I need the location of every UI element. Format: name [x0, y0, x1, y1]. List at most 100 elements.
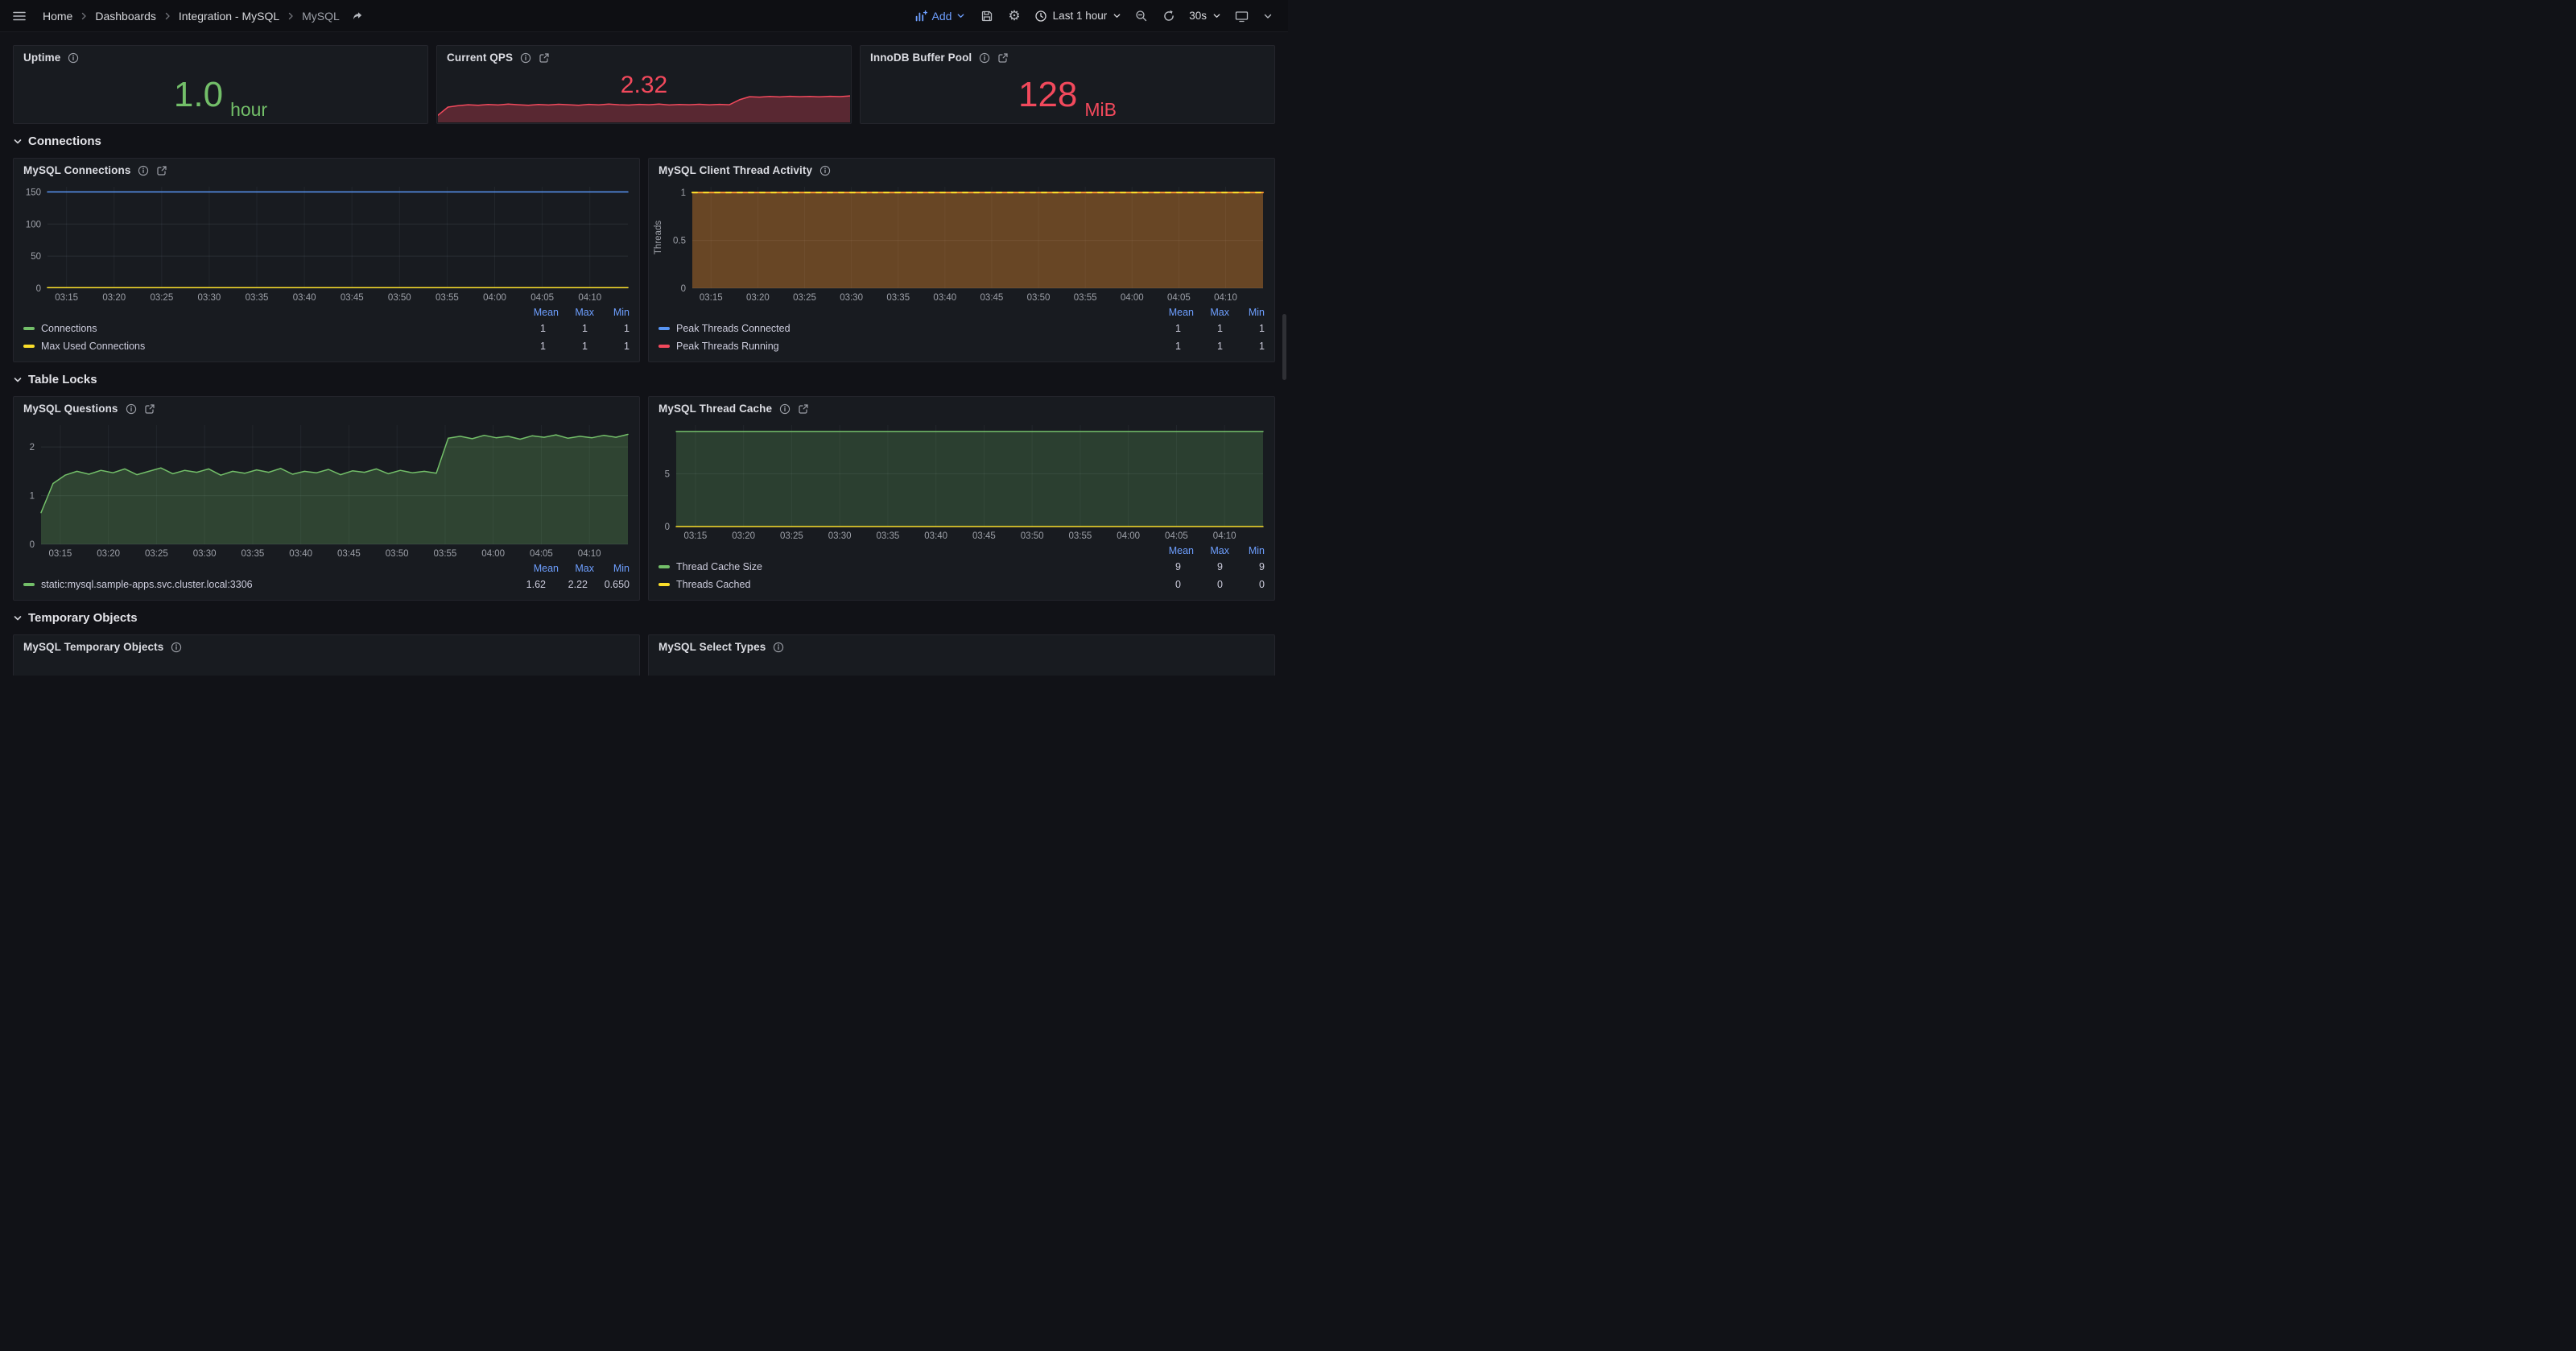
- legend-label[interactable]: Connections: [41, 323, 97, 334]
- legend-max-value: 1: [1217, 323, 1223, 334]
- info-icon[interactable]: [126, 403, 137, 415]
- legend-label[interactable]: Peak Threads Connected: [676, 323, 791, 334]
- svg-text:03:40: 03:40: [293, 293, 316, 303]
- legend-sort-min[interactable]: Min: [613, 563, 630, 574]
- client-thread-activity-panel-header[interactable]: MySQL Client Thread Activity: [649, 159, 1274, 180]
- page-scrollbar-thumb[interactable]: [1282, 314, 1286, 380]
- legend-label[interactable]: Max Used Connections: [41, 341, 146, 352]
- svg-text:04:05: 04:05: [530, 293, 554, 303]
- refresh-interval-picker[interactable]: 30s: [1186, 6, 1224, 26]
- svg-text:50: 50: [31, 252, 41, 262]
- chevron-down-icon: [1264, 14, 1272, 19]
- external-link-icon[interactable]: [144, 403, 155, 415]
- legend-min-value: 1: [624, 341, 630, 352]
- toolbar-more-button[interactable]: [1259, 7, 1277, 25]
- external-link-icon[interactable]: [156, 165, 167, 176]
- section-row-table-locks[interactable]: Table Locks: [13, 373, 1275, 386]
- dashboard-settings-button[interactable]: ⚙: [1004, 5, 1024, 27]
- section-row-connections[interactable]: Connections: [13, 134, 1275, 148]
- zoom-out-icon: [1136, 10, 1147, 21]
- svg-text:04:10: 04:10: [578, 293, 601, 303]
- info-icon[interactable]: [520, 52, 531, 64]
- svg-text:03:45: 03:45: [972, 531, 996, 541]
- legend-sort-min[interactable]: Min: [613, 307, 630, 318]
- legend-sort-max[interactable]: Max: [575, 307, 594, 318]
- legend-sort-max[interactable]: Max: [1210, 307, 1229, 318]
- share-arrow-icon: [353, 11, 362, 19]
- legend-label[interactable]: Thread Cache Size: [676, 561, 763, 572]
- info-icon[interactable]: [68, 52, 79, 64]
- client-thread-activity-chart[interactable]: 03:15 03:20 03:25 03:30 03:35 03:40 03:45 03:50…: [652, 181, 1269, 305]
- legend-sort-mean[interactable]: Mean: [533, 307, 559, 318]
- mysql-thread-cache-panel-header[interactable]: MySQL Thread Cache: [649, 397, 1274, 418]
- section-collapse-icon: [13, 137, 23, 147]
- legend-label[interactable]: Threads Cached: [676, 579, 751, 590]
- section-title: Table Locks: [28, 373, 97, 386]
- info-icon[interactable]: [171, 642, 182, 653]
- info-icon[interactable]: [779, 403, 791, 415]
- svg-text:Threads: Threads: [654, 221, 663, 254]
- breadcrumb: Home Dashboards Integration - MySQL MySQ…: [37, 10, 345, 23]
- svg-text:1: 1: [681, 188, 686, 198]
- panel-title: MySQL Thread Cache: [658, 403, 773, 415]
- time-range-picker[interactable]: Last 1 hour: [1031, 6, 1125, 27]
- legend-sort-max[interactable]: Max: [575, 563, 594, 574]
- info-icon[interactable]: [773, 642, 784, 653]
- breadcrumb-home[interactable]: Home: [43, 9, 73, 23]
- legend-sort-min[interactable]: Min: [1248, 307, 1265, 318]
- add-panel-button[interactable]: Add: [910, 6, 971, 27]
- svg-text:03:25: 03:25: [780, 531, 803, 541]
- info-icon[interactable]: [819, 165, 831, 176]
- svg-text:03:55: 03:55: [436, 293, 459, 303]
- legend-sort-mean[interactable]: Mean: [1168, 545, 1194, 556]
- legend-max-value: 1: [582, 341, 588, 352]
- breadcrumb-dashboards[interactable]: Dashboards: [95, 9, 156, 23]
- legend-sort-max[interactable]: Max: [1210, 545, 1229, 556]
- hamburger-menu-button[interactable]: [8, 5, 31, 27]
- section-row-temporary-objects[interactable]: Temporary Objects: [13, 611, 1275, 625]
- svg-text:03:50: 03:50: [386, 549, 409, 559]
- legend-row: Threads Cached 0 0 0: [658, 576, 1265, 593]
- save-dashboard-button[interactable]: [976, 6, 997, 27]
- external-link-icon[interactable]: [997, 52, 1009, 64]
- svg-text:03:30: 03:30: [828, 531, 852, 541]
- series-color-swatch: [23, 583, 35, 586]
- save-icon: [982, 10, 993, 21]
- breadcrumb-integration-mysql[interactable]: Integration - MySQL: [178, 9, 280, 23]
- legend-sort-min[interactable]: Min: [1248, 545, 1265, 556]
- svg-text:03:35: 03:35: [246, 293, 269, 303]
- legend-label[interactable]: Peak Threads Running: [676, 341, 779, 352]
- svg-text:04:00: 04:00: [1121, 293, 1144, 303]
- mysql-questions-panel-header[interactable]: MySQL Questions: [14, 397, 639, 418]
- svg-text:0: 0: [30, 540, 35, 550]
- zoom-out-button[interactable]: [1131, 6, 1152, 27]
- mysql-temporary-objects-panel-header[interactable]: MySQL Temporary Objects: [14, 635, 639, 656]
- chevron-down-icon: [1213, 14, 1220, 18]
- uptime-panel-header[interactable]: Uptime: [14, 46, 427, 67]
- external-link-icon[interactable]: [798, 403, 809, 415]
- legend-sort-mean[interactable]: Mean: [1168, 307, 1194, 318]
- mysql-connections-chart[interactable]: 03:15 03:20 03:25 03:30 03:35 03:40 03:45 03:50…: [17, 181, 634, 305]
- mysql-thread-cache-chart[interactable]: 03:15 03:20 03:25 03:30 03:35 03:40 03:45 03:50…: [652, 419, 1269, 543]
- svg-text:04:00: 04:00: [481, 549, 505, 559]
- external-link-icon[interactable]: [539, 52, 550, 64]
- mysql-questions-chart[interactable]: 03:15 03:20 03:25 03:30 03:35 03:40 03:45 03:50…: [17, 419, 634, 561]
- mysql-select-types-panel-header[interactable]: MySQL Select Types: [649, 635, 1274, 656]
- graph-bar-plus-icon: [915, 10, 927, 21]
- innodb-buffer-pool-panel-header[interactable]: InnoDB Buffer Pool: [861, 46, 1274, 67]
- current-qps-panel-header[interactable]: Current QPS: [437, 46, 851, 67]
- tv-mode-button[interactable]: [1231, 6, 1253, 27]
- info-icon[interactable]: [138, 165, 149, 176]
- svg-text:0: 0: [681, 284, 686, 294]
- refresh-button[interactable]: [1158, 6, 1179, 27]
- mysql-connections-panel-header[interactable]: MySQL Connections: [14, 159, 639, 180]
- info-icon[interactable]: [979, 52, 990, 64]
- share-dashboard-button[interactable]: [347, 6, 368, 27]
- svg-text:04:05: 04:05: [1167, 293, 1191, 303]
- svg-text:03:30: 03:30: [198, 293, 221, 303]
- legend-max-value: 1: [1217, 341, 1223, 352]
- legend-mean-value: 0: [1175, 579, 1181, 590]
- legend-label[interactable]: static:mysql.sample-apps.svc.cluster.loc…: [41, 579, 253, 590]
- legend-mean-value: 1: [540, 323, 546, 334]
- legend-sort-mean[interactable]: Mean: [533, 563, 559, 574]
